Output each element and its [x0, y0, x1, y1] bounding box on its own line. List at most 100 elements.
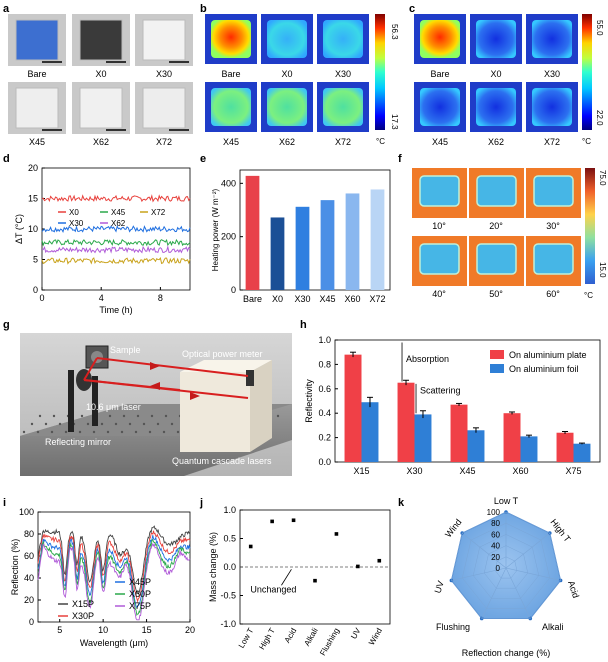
e-bar-x30 [295, 206, 310, 290]
i-ytick-label: 100 [19, 507, 34, 517]
e-bar-x60 [345, 193, 360, 290]
table-hole [100, 422, 104, 426]
h-bar-x60-1 [520, 436, 538, 462]
d-series-line-x45 [41, 238, 191, 247]
d-legend-label-x0: X0 [69, 208, 79, 217]
mirror-post-2 [92, 376, 98, 426]
table-hole [156, 422, 160, 426]
i-series-line-x60p [37, 538, 191, 616]
k-axis-label-flushing: Flushing [436, 622, 470, 632]
j-ytick-label: -1.0 [220, 619, 236, 629]
i-ytick-label: 80 [24, 529, 34, 539]
d-legend-label-x72: X72 [151, 208, 166, 217]
k-radar-spoke [505, 532, 550, 569]
beam-arrow-1 [150, 362, 160, 370]
k-axis-label-uv: UV [433, 580, 446, 595]
j-ytick-label: 1.0 [223, 505, 236, 515]
label-mirror: Reflecting mirror [45, 437, 111, 447]
table-hole [44, 422, 48, 426]
k-radar-tick-label: 40 [491, 542, 500, 551]
k-radar-tick-label: 60 [491, 530, 500, 539]
k-radar-grid [483, 545, 529, 589]
panel-b-colorbar [375, 14, 385, 130]
panel_c-label-x45: X45 [432, 137, 448, 147]
panel-letter-i: i [3, 497, 6, 509]
table-hole [122, 414, 126, 418]
panel-f-colorbar [585, 168, 595, 284]
table-hole [142, 422, 146, 426]
table-hole [80, 414, 84, 418]
j-ytick-label: 0.0 [223, 562, 236, 572]
panel-letter-b: b [200, 3, 207, 15]
panel-d: d 0 5 10 15 20 0 4 8 X0 X30 X45 X62 X72 Time (h) ΔT (°… [3, 153, 191, 315]
h-bar-x45-1 [467, 430, 485, 462]
panel_c-label-x72: X72 [544, 137, 560, 147]
panel-c-colorbar-min: 22.0 [595, 110, 604, 126]
j-point-low-t [248, 544, 253, 549]
e-ytick-label: 0 [231, 285, 236, 295]
j-ytick-label: 0.5 [223, 534, 236, 544]
h-bar-x15-0 [344, 354, 362, 462]
panel-c-colorbar-max: 55.0 [595, 20, 604, 36]
panel_b-label-x0: X0 [281, 69, 292, 79]
angle-label-0: 10° [432, 221, 446, 231]
i-xtick-label: 10 [98, 625, 108, 635]
e-bar-x72 [370, 189, 385, 290]
table-hole [176, 430, 180, 434]
photo-sample-x30 [142, 19, 186, 61]
panel-letter-j: j [199, 497, 203, 509]
k-radar-grid [462, 522, 550, 609]
k-axis-label-wind: Wind [443, 517, 464, 539]
i-legend-label-x30p: X30P [72, 611, 94, 621]
label-qcl: Quantum cascade lasers [172, 456, 272, 466]
label-sample: Sample [110, 345, 141, 355]
i-legend-label-x15p: X15P [72, 599, 94, 609]
angle-thermal-tile-5 [533, 243, 574, 275]
j-ytick-label: -0.5 [220, 591, 236, 601]
table-hole [114, 422, 118, 426]
table-hole [64, 430, 68, 434]
k-axis-label-high-t: High T [548, 517, 572, 544]
e-xtick-label-x0: X0 [272, 294, 283, 304]
k-radar-tick-label: 20 [491, 553, 500, 562]
i-xtick-label: 5 [57, 625, 62, 635]
e-bar-bare [245, 175, 260, 290]
panel_b-thermal-tile-x62 [267, 88, 307, 126]
k-axis-label-low-t: Low T [494, 496, 519, 506]
j-xtick-label-5: UV [349, 626, 363, 641]
d-ytick-label: 15 [28, 194, 38, 204]
k-radar-tick-label: 80 [491, 519, 500, 528]
k-radar-grid [451, 511, 561, 619]
e-bar-x0 [270, 217, 285, 290]
j-point-alkali [313, 578, 317, 583]
d-legend-label-x30: X30 [69, 219, 84, 228]
panel_b-thermal-tile-x72 [323, 88, 363, 126]
d-series-line-x62 [42, 245, 191, 254]
i-series-line-x75p [37, 542, 191, 621]
qcl-box-side [250, 360, 272, 452]
panel_c-label-bare: Bare [430, 69, 449, 79]
table-hole [148, 430, 152, 434]
photo-label-x0: X0 [95, 69, 106, 79]
panel-letter-a: a [3, 3, 10, 15]
i-series-line-x15p [37, 525, 191, 595]
panel_c-thermal-tile-x62 [476, 88, 516, 126]
panel-f-colorbar-min: 15.0 [598, 262, 607, 278]
panel-letter-c: c [409, 3, 415, 15]
angle-label-4: 50° [489, 289, 503, 299]
panel_c-thermal-tile-x45 [420, 88, 460, 126]
panel-letter-f: f [398, 153, 402, 165]
h-legend-label-0: On aluminium plate [509, 350, 587, 360]
j-xtick-label-4: Flushing [318, 627, 341, 658]
e-ytick-label: 200 [221, 232, 236, 242]
h-legend-swatch-1 [490, 364, 504, 373]
angle-thermal-tile-4 [476, 243, 517, 275]
photo-sample-x45 [15, 87, 59, 129]
return-beam [83, 379, 249, 399]
table-hole [136, 414, 140, 418]
i-ytick-label: 20 [24, 595, 34, 605]
table-hole [30, 422, 34, 426]
k-radar-spoke [505, 567, 531, 619]
panel_b-label-x72: X72 [335, 137, 351, 147]
panel-c: c Bare X0 X30 X45 X62 X72 55.0 22.0 °C [409, 3, 604, 147]
